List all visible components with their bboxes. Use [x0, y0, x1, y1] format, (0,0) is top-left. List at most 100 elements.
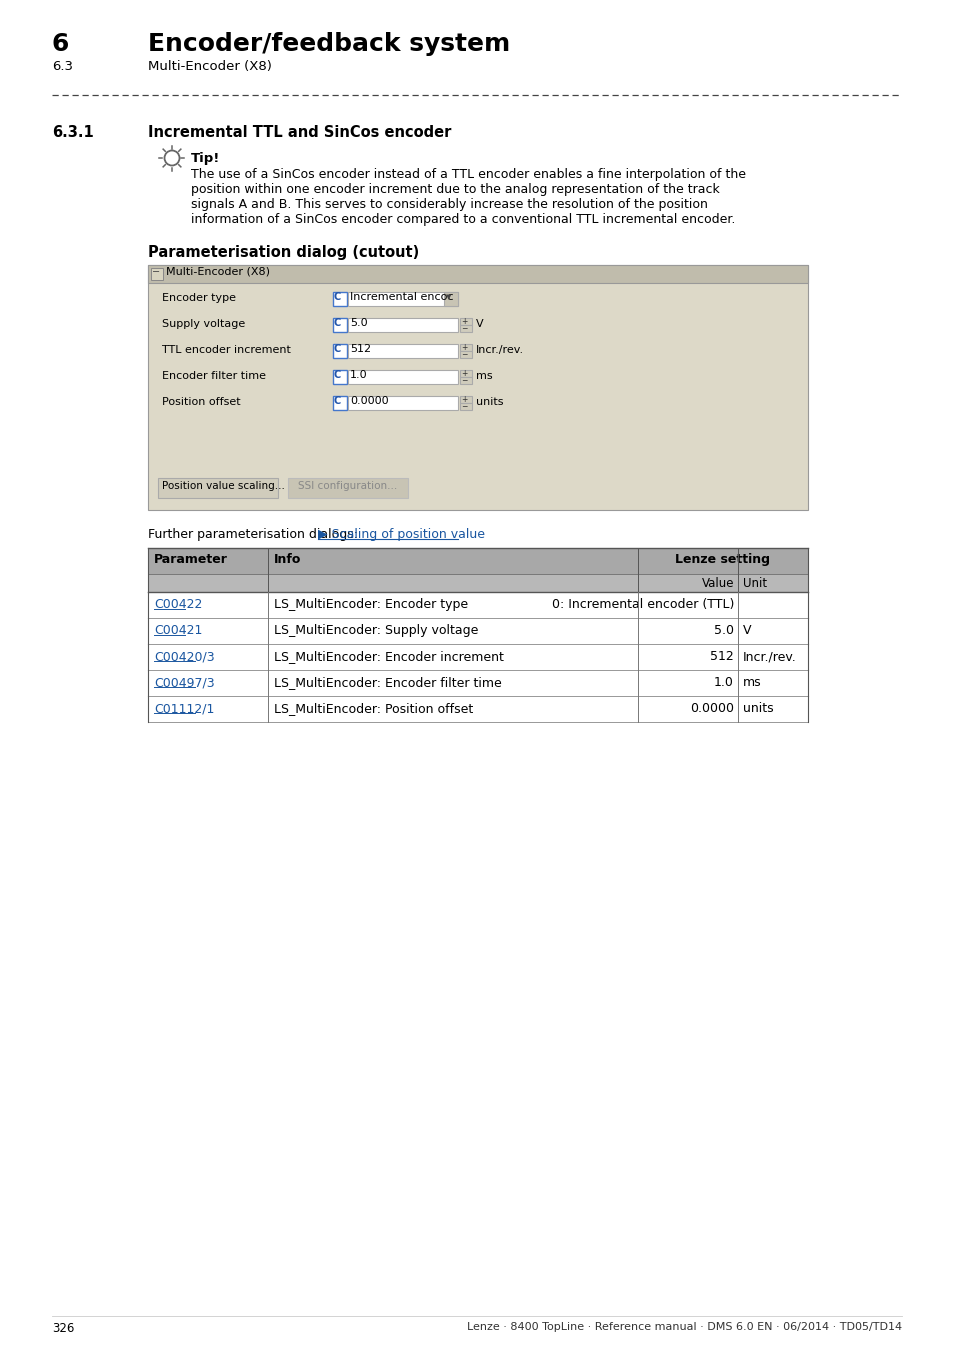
Text: −: −	[460, 377, 467, 385]
Text: +: +	[460, 343, 467, 352]
Text: The use of a SinCos encoder instead of a TTL encoder enables a fine interpolatio: The use of a SinCos encoder instead of a…	[191, 167, 745, 181]
Text: −: −	[152, 267, 160, 277]
Text: Incremental TTL and SinCos encoder: Incremental TTL and SinCos encoder	[148, 126, 451, 140]
Bar	[148, 697, 807, 722]
Text: units: units	[742, 702, 773, 716]
Text: SSI configuration...: SSI configuration...	[297, 481, 396, 491]
Text: 0.0000: 0.0000	[689, 702, 733, 716]
Text: C: C	[334, 319, 341, 328]
Text: 1.0: 1.0	[350, 370, 367, 379]
Bar	[148, 670, 807, 697]
Bar	[148, 548, 807, 574]
Bar	[333, 370, 347, 383]
Text: 0: Incremental encoder (TTL): 0: Incremental encoder (TTL)	[551, 598, 733, 612]
Text: 5.0: 5.0	[350, 319, 367, 328]
Bar	[158, 478, 277, 498]
Text: C: C	[334, 344, 341, 354]
Text: Info: Info	[274, 554, 301, 566]
Text: ▶ Scaling of position value: ▶ Scaling of position value	[317, 528, 484, 541]
Text: C00420/3: C00420/3	[153, 649, 214, 663]
Bar	[348, 396, 457, 410]
Bar	[348, 370, 457, 383]
Text: Multi-Encoder (X8): Multi-Encoder (X8)	[166, 267, 270, 277]
Text: −: −	[460, 350, 467, 359]
Text: −: −	[460, 402, 467, 410]
Text: Further parameterisation dialogs:: Further parameterisation dialogs:	[148, 528, 361, 541]
Bar	[348, 292, 457, 306]
Bar	[348, 319, 457, 332]
Text: ms: ms	[476, 371, 492, 381]
Text: Position offset: Position offset	[162, 397, 240, 406]
Text: Incr./rev.: Incr./rev.	[476, 346, 523, 355]
Text: TTL encoder increment: TTL encoder increment	[162, 346, 291, 355]
Text: +: +	[460, 396, 467, 404]
Bar	[148, 574, 807, 593]
Bar	[459, 319, 472, 325]
Bar	[348, 344, 457, 358]
Text: Tip!: Tip!	[191, 153, 220, 165]
Bar	[288, 478, 408, 498]
Text: LS_MultiEncoder: Encoder type: LS_MultiEncoder: Encoder type	[274, 598, 468, 612]
Text: units: units	[476, 397, 503, 406]
Text: Parameter: Parameter	[153, 554, 228, 566]
Text: LS_MultiEncoder: Position offset: LS_MultiEncoder: Position offset	[274, 702, 473, 716]
Text: 5.0: 5.0	[713, 624, 733, 637]
Bar	[459, 344, 472, 351]
Text: 512: 512	[709, 649, 733, 663]
Bar	[459, 351, 472, 358]
Text: Position value scaling...: Position value scaling...	[162, 481, 285, 491]
Text: Parameterisation dialog (cutout): Parameterisation dialog (cutout)	[148, 244, 418, 261]
Bar	[333, 319, 347, 332]
Bar	[459, 377, 472, 383]
Text: Encoder/feedback system: Encoder/feedback system	[148, 32, 510, 55]
Bar	[459, 396, 472, 404]
Text: Encoder filter time: Encoder filter time	[162, 371, 266, 381]
Text: 6.3: 6.3	[52, 59, 73, 73]
Text: 1.0: 1.0	[714, 676, 733, 688]
Text: Incr./rev.: Incr./rev.	[742, 649, 796, 663]
Text: Supply voltage: Supply voltage	[162, 319, 245, 329]
Text: C01112/1: C01112/1	[153, 702, 214, 716]
Text: 0.0000: 0.0000	[350, 396, 388, 406]
Text: ▼: ▼	[446, 294, 451, 300]
Bar	[148, 265, 807, 284]
Bar	[333, 396, 347, 410]
Text: 512: 512	[350, 344, 371, 354]
Bar	[148, 618, 807, 644]
Text: C00421: C00421	[153, 624, 202, 637]
Bar	[148, 644, 807, 670]
Text: Multi-Encoder (X8): Multi-Encoder (X8)	[148, 59, 272, 73]
Bar	[151, 269, 163, 279]
Bar	[459, 370, 472, 377]
Text: 326: 326	[52, 1322, 74, 1335]
Text: LS_MultiEncoder: Encoder increment: LS_MultiEncoder: Encoder increment	[274, 649, 503, 663]
Text: C00497/3: C00497/3	[153, 676, 214, 688]
Bar	[443, 292, 457, 306]
Bar	[148, 593, 807, 618]
Text: C00422: C00422	[153, 598, 202, 612]
Text: +: +	[460, 317, 467, 325]
Text: Encoder type: Encoder type	[162, 293, 235, 302]
Bar	[459, 404, 472, 410]
Text: LS_MultiEncoder: Encoder filter time: LS_MultiEncoder: Encoder filter time	[274, 676, 501, 688]
Text: 6: 6	[52, 32, 70, 55]
Text: C: C	[334, 396, 341, 406]
Text: Lenze · 8400 TopLine · Reference manual · DMS 6.0 EN · 06/2014 · TD05/TD14: Lenze · 8400 TopLine · Reference manual …	[466, 1322, 901, 1332]
Bar	[459, 325, 472, 332]
Text: +: +	[460, 369, 467, 378]
Text: position within one encoder increment due to the analog representation of the tr: position within one encoder increment du…	[191, 184, 719, 196]
Text: C: C	[334, 370, 341, 379]
Text: V: V	[476, 319, 483, 329]
Bar	[148, 265, 807, 510]
Text: Value: Value	[700, 576, 733, 590]
Text: LS_MultiEncoder: Supply voltage: LS_MultiEncoder: Supply voltage	[274, 624, 477, 637]
Bar	[333, 292, 347, 306]
Text: information of a SinCos encoder compared to a conventional TTL incremental encod: information of a SinCos encoder compared…	[191, 213, 735, 225]
Text: V: V	[742, 624, 751, 637]
Text: Unit: Unit	[742, 576, 766, 590]
Text: Lenze setting: Lenze setting	[675, 554, 770, 566]
Text: 6.3.1: 6.3.1	[52, 126, 93, 140]
Text: ms: ms	[742, 676, 760, 688]
Text: Incremental encoc: Incremental encoc	[350, 292, 453, 302]
Bar	[333, 344, 347, 358]
